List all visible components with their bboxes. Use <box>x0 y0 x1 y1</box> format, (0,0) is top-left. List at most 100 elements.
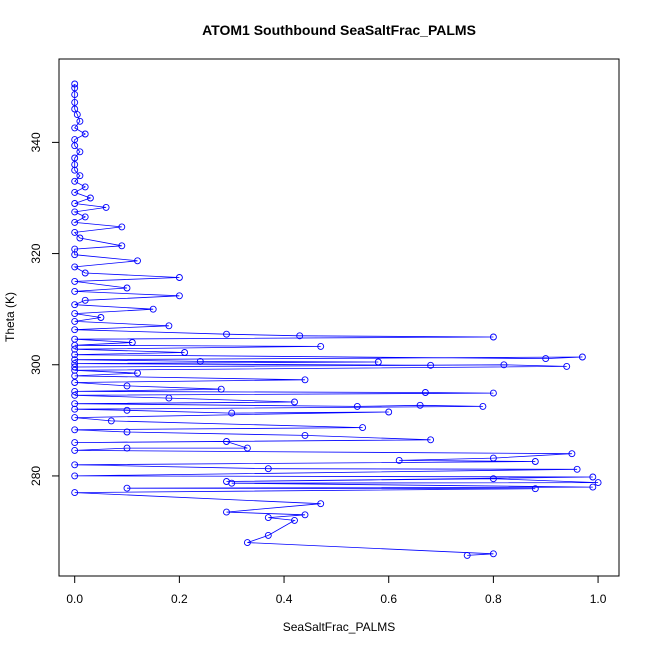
data-point <box>479 402 487 410</box>
data-point <box>71 426 79 434</box>
data-point <box>71 91 79 99</box>
data-point <box>71 177 79 185</box>
data-point <box>416 401 424 409</box>
data-point <box>134 257 141 265</box>
y-tick-label: 300 <box>29 354 43 374</box>
data-point <box>594 479 602 487</box>
y-axis-label: Theta (K) <box>3 292 17 342</box>
data-point <box>489 389 497 397</box>
data-point <box>589 483 597 491</box>
x-tick-label: 0.4 <box>276 592 293 606</box>
data-point <box>165 322 173 330</box>
plot-frame <box>58 58 620 577</box>
data-point <box>71 166 79 174</box>
data-point <box>301 431 309 439</box>
data-point <box>71 387 79 395</box>
data-point <box>500 361 508 369</box>
data-point <box>71 80 79 88</box>
data-point <box>563 362 571 370</box>
data-point <box>71 317 79 325</box>
y-axis: 280 300 320 340 <box>29 132 60 486</box>
data-point <box>228 479 236 487</box>
data-point <box>421 389 429 396</box>
data-point <box>71 489 79 497</box>
data-point <box>71 372 79 380</box>
data-point <box>71 360 79 368</box>
data-point <box>86 194 94 202</box>
data-point <box>489 475 497 483</box>
x-tick-label: 1.0 <box>590 592 607 606</box>
data-point <box>123 444 131 452</box>
data-point <box>76 234 84 242</box>
data-point <box>76 117 84 125</box>
data-point <box>385 408 393 416</box>
data-point <box>102 203 110 211</box>
data-point <box>107 417 115 425</box>
data-point <box>317 342 325 350</box>
data-point <box>71 363 79 371</box>
data-point <box>291 398 298 406</box>
data-point <box>81 296 89 304</box>
data-point <box>264 531 272 539</box>
data-point <box>71 251 79 259</box>
data-point <box>71 301 79 309</box>
data-point <box>71 124 79 132</box>
data-point <box>71 200 79 207</box>
data-point <box>589 473 597 481</box>
y-tick-label: 340 <box>29 132 43 152</box>
data-point <box>463 551 471 559</box>
data-point <box>71 218 79 226</box>
data-point <box>81 213 89 221</box>
data-point <box>71 263 79 271</box>
data-point <box>123 284 131 292</box>
data-point <box>71 228 79 236</box>
data-point <box>353 402 361 410</box>
data-point <box>228 409 236 417</box>
data-point <box>76 172 84 180</box>
data-point <box>81 130 89 138</box>
data-point <box>223 508 230 516</box>
data-point <box>71 154 79 162</box>
data-point <box>123 382 131 390</box>
data-point <box>76 148 84 156</box>
x-axis: 0.0 0.2 0.4 0.6 0.8 1.0 <box>66 575 607 606</box>
data-point <box>71 287 79 295</box>
data-point <box>223 330 230 338</box>
data-point <box>118 223 126 231</box>
data-point <box>165 394 173 402</box>
data-point <box>542 355 550 363</box>
data-point <box>291 516 298 524</box>
data-point <box>531 485 539 493</box>
data-point <box>264 465 272 473</box>
data-point <box>71 84 79 92</box>
data-point <box>217 385 225 393</box>
x-axis-label: SeaSaltFrac_PALMS <box>283 620 396 634</box>
data-point <box>71 277 79 285</box>
data-point <box>81 183 89 191</box>
data-point <box>73 111 81 119</box>
data-point <box>71 341 79 349</box>
data-point <box>296 332 304 340</box>
data-point <box>573 465 581 473</box>
data-point <box>71 310 79 318</box>
data-point <box>71 461 79 469</box>
data-point <box>196 357 204 365</box>
data-point <box>578 353 586 361</box>
data-point <box>71 188 79 196</box>
data-point <box>223 438 230 445</box>
x-tick-label: 0.6 <box>380 592 397 606</box>
data-point <box>395 456 403 464</box>
data-point <box>123 406 131 414</box>
data-point <box>71 326 79 334</box>
chart-title: ATOM1 Southbound SeaSaltFrac_PALMS <box>202 22 476 38</box>
data-point <box>71 345 79 353</box>
data-point <box>301 511 309 519</box>
data-point <box>489 454 497 462</box>
y-tick-label: 280 <box>29 466 43 486</box>
data-point <box>71 400 79 408</box>
data-point <box>97 314 105 321</box>
data-point <box>71 405 79 413</box>
trace-lines <box>73 84 599 556</box>
data-point <box>71 208 79 216</box>
data-point <box>427 361 435 369</box>
